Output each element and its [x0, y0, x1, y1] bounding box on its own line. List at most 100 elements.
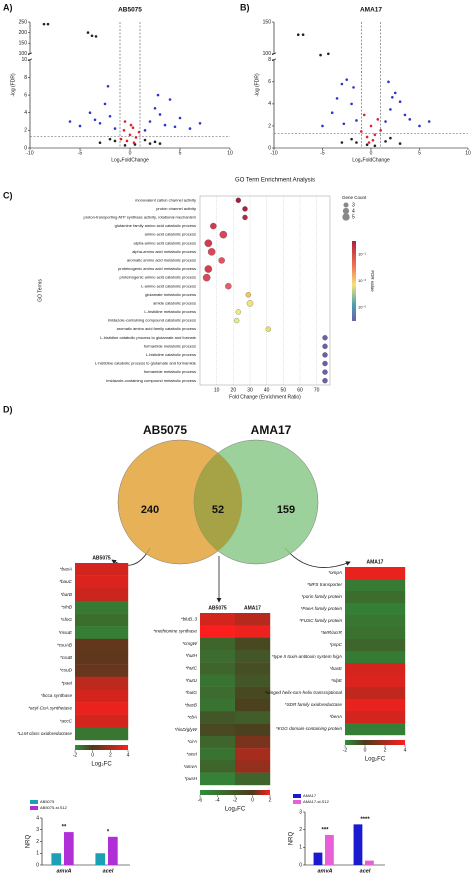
legend-label: 3 — [352, 202, 355, 208]
heat-cell — [235, 613, 271, 626]
x-tick-label: aceI — [360, 868, 371, 874]
dot — [204, 265, 213, 273]
heat-cell — [200, 613, 236, 626]
colorbar-tick-label: -4 — [215, 797, 220, 803]
colorbar-tick-label: -2 — [233, 797, 238, 803]
heat-cell — [345, 567, 406, 580]
y-tick-label: 2 — [36, 839, 39, 845]
heat-cell — [75, 575, 129, 589]
row-label: *PaeA family protein — [301, 606, 343, 611]
point — [106, 84, 110, 88]
dot — [202, 273, 211, 282]
colorbar-tick-label: 2 — [384, 747, 387, 753]
point — [340, 82, 344, 86]
point — [148, 120, 152, 123]
row-label: *LLM class oxidoreductase — [17, 731, 72, 736]
dot — [322, 335, 328, 341]
heat-cell — [75, 664, 129, 677]
heat-cell — [345, 687, 406, 700]
dot — [322, 343, 328, 350]
point — [93, 118, 97, 122]
point — [408, 118, 412, 121]
x-tick-label: -10 — [26, 150, 33, 156]
legend-swatch — [30, 806, 38, 810]
row-label: *bluB_3 — [181, 616, 198, 621]
point — [403, 113, 407, 117]
y-tick-label: 0 — [36, 862, 39, 868]
legend-label: AMA17-st.S12 — [303, 799, 330, 804]
x-axis-label: Log₂FoldChange — [352, 157, 390, 163]
y-tick-label: imidazole-containing compound metabolic … — [106, 378, 196, 383]
point — [113, 139, 117, 143]
x-tick-label: 10 — [227, 150, 233, 156]
colorbar — [75, 745, 128, 750]
colorbar-label: Log₂FC — [91, 762, 112, 768]
y-tick-label: amino acid catabolic process — [145, 232, 196, 237]
row-label: *porin family protein — [301, 594, 342, 599]
y-tick-label: 6 — [24, 92, 27, 98]
y-tick-label: 3 — [36, 827, 39, 833]
y-tick-label: L-histidine catabolic process — [146, 352, 196, 357]
dot — [218, 257, 225, 264]
heat-cell — [200, 723, 236, 737]
point — [384, 120, 387, 123]
row-label: *acyl-CoA synthetase — [28, 706, 72, 711]
legend-dot — [342, 207, 350, 215]
chart-title: AB5075 — [118, 7, 142, 14]
dot — [322, 369, 328, 375]
heat-cell — [345, 675, 406, 688]
y-tick-label: 4 — [24, 110, 27, 116]
point — [340, 141, 344, 144]
y-tick-label: 1 — [299, 845, 302, 851]
legend-swatch — [293, 794, 301, 798]
dot — [245, 292, 252, 298]
point — [178, 116, 182, 120]
x-axis-label: Fold Change (Enrichment Ratio) — [229, 394, 301, 400]
point — [78, 124, 82, 128]
point — [360, 130, 363, 133]
x-tick-label: 40 — [264, 387, 270, 393]
y-tick-label: alpha-amino acid catabolic process — [134, 240, 196, 245]
significance: ** — [62, 825, 67, 831]
row-label: *csuB — [60, 655, 72, 660]
y-tick-label: proteinogenic amino acid catabolic proce… — [120, 275, 197, 280]
point — [371, 138, 375, 142]
y-tick-label: 150 — [263, 19, 272, 25]
colorbar-tick-label: 4 — [127, 752, 130, 758]
venn-count: 52 — [212, 504, 224, 516]
point — [173, 125, 177, 129]
point — [163, 123, 167, 127]
bar — [108, 836, 118, 865]
y-tick-label: 2 — [299, 827, 302, 833]
dot — [322, 352, 328, 358]
heat-cell — [345, 699, 406, 712]
point — [94, 35, 98, 38]
heat-cell — [345, 639, 406, 652]
colorbar-tick-label: -2 — [73, 752, 78, 758]
row-label: *sfnB — [61, 604, 72, 609]
row-label: *FUSC family protein — [299, 618, 342, 623]
point — [148, 142, 152, 145]
point — [384, 140, 387, 143]
y-tick-label: formamide metabolic process — [144, 343, 196, 348]
heat-cell — [345, 663, 406, 676]
point — [373, 144, 377, 148]
dot — [265, 326, 272, 332]
colorbar — [200, 790, 270, 795]
x-tick-label: 5 — [418, 150, 421, 156]
y-tick-label: monovalent cation channel activity — [135, 197, 196, 202]
heat-cell — [235, 723, 271, 737]
legend-dot — [342, 213, 350, 221]
point — [393, 91, 397, 95]
heat-cell — [75, 638, 129, 652]
point — [143, 129, 147, 132]
y-tick-label: 10 — [21, 57, 27, 63]
point — [350, 137, 353, 141]
heat-cell — [235, 735, 271, 749]
point — [327, 52, 330, 56]
point — [153, 140, 157, 144]
row-label: *KGG domain-containing protein — [276, 726, 343, 731]
row-label: *bcca synthase — [41, 693, 73, 698]
y-tick-label: 0 — [268, 145, 271, 151]
point — [398, 100, 402, 103]
